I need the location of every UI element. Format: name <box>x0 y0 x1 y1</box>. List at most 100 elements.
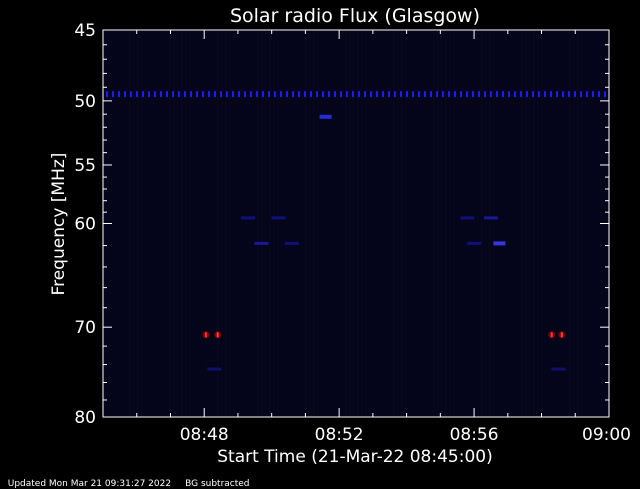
band-mark <box>514 91 516 98</box>
stripe <box>593 31 595 416</box>
band-mark <box>112 91 114 98</box>
y-tick-label: 55 <box>74 156 96 176</box>
band-mark <box>304 91 306 98</box>
stripe <box>313 31 315 416</box>
stripe <box>357 31 359 416</box>
band-mark <box>124 91 126 98</box>
stripe <box>557 31 559 416</box>
stripe <box>305 31 307 416</box>
band-mark <box>388 91 390 98</box>
band-mark <box>430 91 432 98</box>
stripe <box>217 31 219 416</box>
stripe <box>329 31 331 416</box>
band-mark <box>154 91 156 98</box>
stripe <box>301 31 303 416</box>
stripe <box>149 31 151 416</box>
band-mark <box>286 91 288 98</box>
y-tick-label: 50 <box>74 92 96 112</box>
stripe <box>389 31 391 416</box>
band-mark <box>508 91 510 98</box>
spectral-features <box>106 91 606 371</box>
stripe <box>541 31 543 416</box>
band-mark <box>166 91 168 98</box>
stripe <box>569 31 571 416</box>
band-mark <box>196 91 198 98</box>
updated-timestamp: Updated Mon Mar 21 09:31:27 2022 <box>7 479 172 489</box>
y-tick-label: 80 <box>74 408 96 428</box>
band-mark <box>136 91 138 98</box>
spot <box>216 332 219 338</box>
spot <box>550 332 553 338</box>
x-tick-label: 08:56 <box>450 425 499 445</box>
band-mark <box>592 91 594 98</box>
stripe <box>177 31 179 416</box>
band-mark <box>412 91 414 98</box>
stripe <box>181 31 183 416</box>
band-mark <box>256 91 258 98</box>
stripe <box>385 31 387 416</box>
stripe <box>273 31 275 416</box>
band-mark <box>538 91 540 98</box>
stripe <box>493 31 495 416</box>
stripe <box>429 31 431 416</box>
stripe <box>537 31 539 416</box>
stripe <box>141 31 143 416</box>
band-mark <box>178 91 180 98</box>
band-mark <box>292 91 294 98</box>
spot <box>241 216 256 220</box>
stripe <box>361 31 363 416</box>
band-mark <box>262 91 264 98</box>
band-mark <box>352 91 354 98</box>
stripe <box>501 31 503 416</box>
stripe <box>233 31 235 416</box>
stripe <box>589 31 591 416</box>
stripe <box>189 31 191 416</box>
stripe <box>445 31 447 416</box>
spot <box>284 241 299 245</box>
band-mark <box>406 91 408 98</box>
band-mark <box>598 91 600 98</box>
band-mark <box>580 91 582 98</box>
band-mark <box>568 91 570 98</box>
band-mark <box>238 91 240 98</box>
stripe <box>257 31 259 416</box>
stripe <box>413 31 415 416</box>
stripe <box>553 31 555 416</box>
stripe <box>261 31 263 416</box>
y-tick-label: 70 <box>74 318 96 338</box>
stripe <box>521 31 523 416</box>
x-tick-label: 09:00 <box>582 425 631 445</box>
band-mark <box>214 91 216 98</box>
band-mark <box>460 91 462 98</box>
band-mark <box>334 91 336 98</box>
stripe <box>209 31 211 416</box>
band-mark <box>376 91 378 98</box>
band-mark <box>160 91 162 98</box>
stripe <box>201 31 203 416</box>
band-mark <box>574 91 576 98</box>
band-mark <box>532 91 534 98</box>
band-mark <box>250 91 252 98</box>
x-tick-label: 08:52 <box>315 425 364 445</box>
band-mark <box>142 91 144 98</box>
stripe <box>573 31 575 416</box>
stripe <box>317 31 319 416</box>
spot <box>319 114 332 119</box>
stripe <box>229 31 231 416</box>
stripe <box>157 31 159 416</box>
y-axis-label: Frequency [MHz] <box>49 153 69 296</box>
band-mark <box>484 91 486 98</box>
band-mark <box>358 91 360 98</box>
stripe <box>437 31 439 416</box>
spot <box>460 216 475 220</box>
stripe <box>333 31 335 416</box>
stripe <box>433 31 435 416</box>
spot <box>483 216 498 220</box>
stripe <box>469 31 471 416</box>
spot <box>551 367 566 371</box>
band-mark <box>298 91 300 98</box>
stripe <box>529 31 531 416</box>
band-mark <box>328 91 330 98</box>
stripe <box>153 31 155 416</box>
